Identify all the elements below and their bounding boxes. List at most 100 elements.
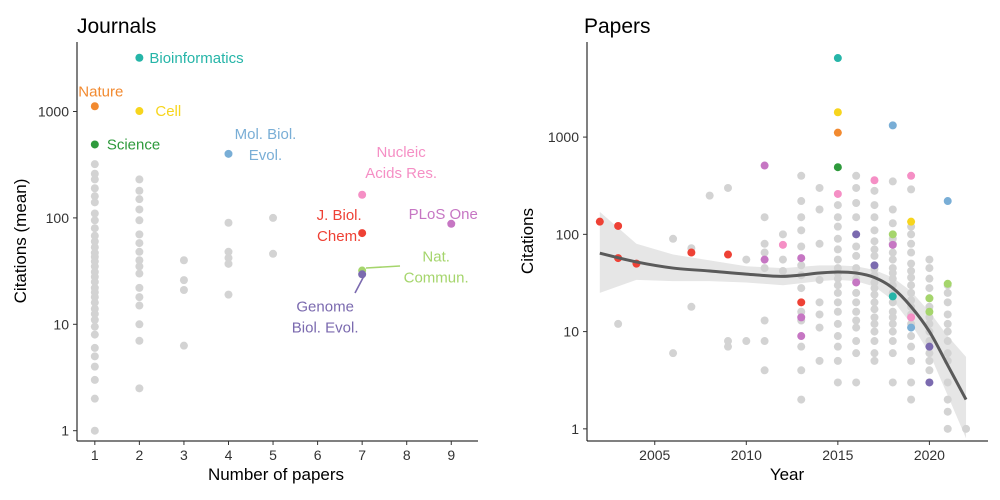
paper-point (943, 337, 952, 346)
paper-point (778, 230, 787, 239)
paper-point (797, 242, 806, 251)
papers-smooth-line-group (599, 251, 968, 401)
paper-point (815, 356, 824, 365)
journal-point (135, 336, 144, 345)
journal-point (135, 256, 144, 265)
paper-point (888, 269, 897, 278)
paper-highlight-point (833, 128, 842, 137)
journal-point (90, 231, 99, 240)
paper-point (870, 305, 879, 314)
paper-point (833, 378, 842, 387)
paper-point (907, 288, 916, 297)
journal-point (90, 262, 99, 271)
label-connector (365, 265, 401, 269)
paper-point (852, 349, 861, 358)
paper-point (925, 274, 934, 283)
paper-highlight-point (852, 278, 861, 287)
journal-point (135, 320, 144, 329)
journal-label-line: Biol. Evol. (292, 319, 359, 336)
paper-point (925, 337, 934, 346)
paper-point (833, 255, 842, 264)
paper-highlight-point (925, 294, 934, 303)
paper-point (907, 356, 916, 365)
paper-point (870, 349, 879, 358)
paper-point (723, 342, 732, 351)
paper-point (797, 366, 806, 375)
paper-point (888, 349, 897, 358)
papers-x-tick-label: 2015 (822, 447, 853, 463)
journals-y-tick-label: 1 (61, 423, 69, 439)
journal-point (90, 175, 99, 184)
paper-point (833, 332, 842, 341)
papers-x-tick-label: 2010 (731, 447, 762, 463)
journal-label-line: Acids Res. (365, 165, 437, 182)
paper-highlight-point (833, 189, 842, 198)
paper-point (870, 313, 879, 322)
paper-highlight-point (833, 108, 842, 117)
journal-point (179, 286, 188, 295)
paper-point (833, 281, 842, 290)
papers-title: Papers (584, 15, 651, 38)
journal-label-line: Chem. (317, 228, 361, 245)
paper-highlight-point (797, 332, 806, 341)
paper-point (852, 242, 861, 251)
paper-point (760, 264, 769, 273)
paper-point (888, 298, 897, 307)
journals-panel: Journals Number of papers Citations (mea… (11, 15, 478, 484)
paper-point (852, 183, 861, 192)
paper-highlight-point (797, 254, 806, 263)
journals-y-axis-title: Citations (mean) (11, 179, 30, 304)
paper-point (870, 245, 879, 254)
journal-label: Bioinformatics (149, 50, 243, 67)
journal-point (224, 253, 233, 262)
journal-point (179, 341, 188, 350)
paper-point (797, 284, 806, 293)
paper-highlight-point (760, 161, 769, 170)
paper-point (907, 273, 916, 282)
paper-point (852, 213, 861, 222)
paper-highlight-point (907, 323, 916, 332)
paper-point (888, 313, 897, 322)
journal-point (179, 276, 188, 285)
paper-point (870, 337, 879, 346)
paper-point (852, 171, 861, 180)
paper-point (833, 342, 842, 351)
paper-point (870, 298, 879, 307)
paper-highlight-point (907, 217, 916, 226)
paper-point (852, 288, 861, 297)
journal-point (90, 362, 99, 371)
paper-highlight-point (907, 313, 916, 322)
paper-point (907, 378, 916, 387)
paper-highlight-point (888, 230, 897, 239)
paper-point (760, 213, 769, 222)
journal-point (224, 247, 233, 256)
paper-highlight-point (925, 307, 934, 316)
journal-point (90, 237, 99, 246)
journal-point (135, 301, 144, 310)
paper-point (870, 284, 879, 293)
papers-x-tick-label: 2005 (639, 447, 670, 463)
paper-point (888, 177, 897, 186)
paper-point (888, 327, 897, 336)
paper-highlight-point (925, 378, 934, 387)
paper-point (687, 302, 696, 311)
journal-point (135, 247, 144, 256)
journal-point (90, 298, 99, 307)
journal-point (90, 216, 99, 225)
journals-x-tick-label: 3 (180, 447, 188, 463)
paper-point (962, 424, 971, 433)
paper-point (943, 424, 952, 433)
journal-label: Genome Biol. Evol. (292, 298, 359, 336)
paper-point (925, 366, 934, 375)
journal-point (90, 426, 99, 435)
paper-highlight-point (595, 217, 604, 226)
papers-y-tick-label: 1 (571, 421, 579, 437)
paper-highlight-point (943, 197, 952, 206)
journal-point (90, 343, 99, 352)
paper-point (925, 313, 934, 322)
paper-point (833, 356, 842, 365)
paper-point (852, 323, 861, 332)
paper-point (907, 185, 916, 194)
journal-point (135, 186, 144, 195)
journals-points (90, 53, 456, 435)
